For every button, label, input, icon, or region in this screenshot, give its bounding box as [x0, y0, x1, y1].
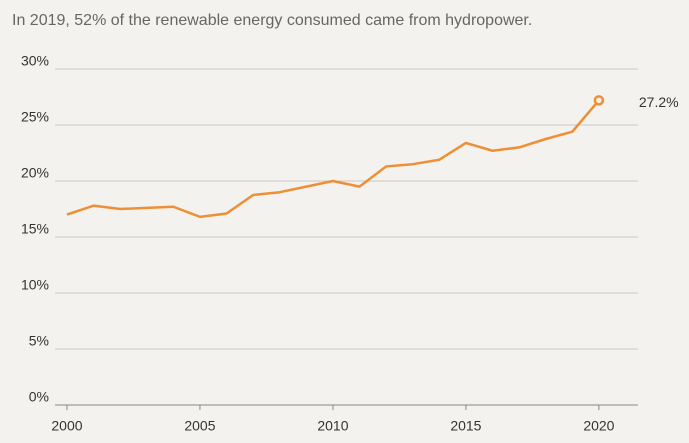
y-tick-label: 15% [21, 221, 49, 237]
y-tick-label: 20% [21, 165, 49, 181]
data-label: 27.2% [639, 94, 679, 110]
point-marker [593, 95, 605, 106]
y-tick-label: 30% [21, 53, 49, 69]
x-tick-label: 2020 [583, 418, 614, 434]
x-tick-label: 2005 [184, 418, 215, 434]
x-tick-label: 2010 [317, 418, 348, 434]
y-tick-label: 5% [29, 333, 49, 349]
chart-title: In 2019, 52% of the renewable energy con… [12, 12, 532, 29]
y-tick-label: 0% [29, 389, 49, 405]
x-tick-label: 2000 [51, 418, 82, 434]
line [66, 99, 600, 219]
y-tick-label: 25% [21, 109, 49, 125]
x-tick-label: 2015 [450, 418, 481, 434]
y-tick-label: 10% [21, 277, 49, 293]
